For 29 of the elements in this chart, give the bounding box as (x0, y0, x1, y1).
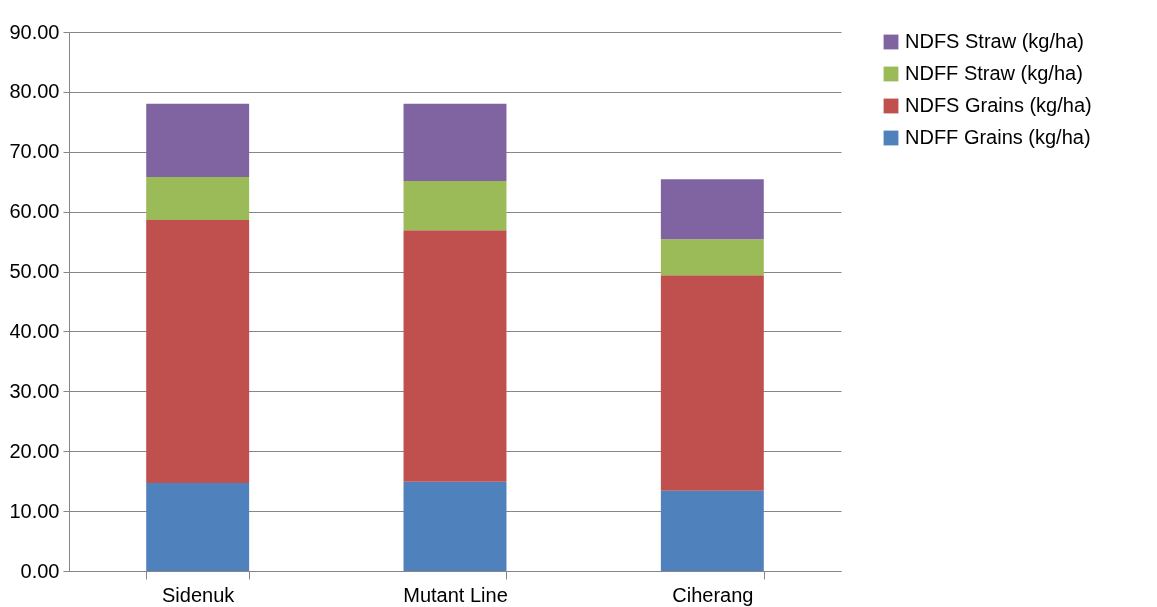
y-tick-label: 40.00 (9, 319, 60, 342)
bar (403, 103, 507, 182)
y-tick-label: 10.00 (9, 499, 60, 522)
x-tick-label: Mutant Line (403, 583, 508, 606)
y-tick-label: 90.00 (9, 20, 60, 43)
y-tick-label: 30.00 (9, 379, 60, 402)
legend-label: NDFF Grains (kg/ha) (905, 126, 1091, 148)
bar (660, 275, 764, 491)
bar (146, 103, 250, 177)
bar (403, 230, 507, 482)
bar (403, 481, 507, 571)
legend-label: NDFS Straw (kg/ha) (905, 30, 1084, 52)
y-tick-label: 70.00 (9, 140, 60, 163)
y-tick-label: 80.00 (9, 80, 60, 103)
bar (403, 181, 507, 231)
legend-label: NDFS Grains (kg/ha) (905, 94, 1092, 116)
y-tick-label: 0.00 (20, 559, 60, 582)
y-tick-label: 20.00 (9, 439, 60, 462)
bar (660, 239, 764, 276)
bar (660, 490, 764, 571)
bar (660, 179, 764, 240)
bar (146, 482, 250, 571)
bar (146, 176, 250, 221)
legend-label: NDFF Straw (kg/ha) (905, 62, 1083, 84)
y-tick-label: 50.00 (9, 260, 60, 283)
bar (146, 220, 250, 483)
x-tick-label: Sidenuk (162, 583, 236, 606)
y-tick-label: 60.00 (9, 200, 60, 223)
x-tick-label: Ciherang (672, 583, 754, 606)
